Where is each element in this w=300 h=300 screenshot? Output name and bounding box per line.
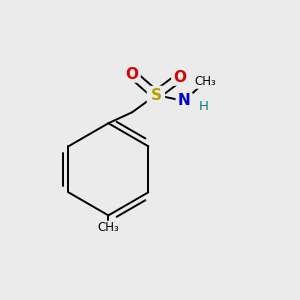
- Text: O: O: [173, 70, 186, 85]
- FancyBboxPatch shape: [171, 69, 188, 86]
- FancyBboxPatch shape: [176, 92, 193, 110]
- FancyBboxPatch shape: [147, 86, 165, 104]
- Text: O: O: [126, 67, 139, 82]
- FancyBboxPatch shape: [96, 221, 121, 235]
- Text: S: S: [150, 88, 161, 103]
- FancyBboxPatch shape: [196, 99, 211, 113]
- FancyBboxPatch shape: [124, 66, 141, 83]
- Text: CH₃: CH₃: [194, 75, 216, 88]
- FancyBboxPatch shape: [192, 74, 218, 89]
- Text: N: N: [178, 94, 190, 109]
- Text: H: H: [199, 100, 208, 112]
- Text: CH₃: CH₃: [98, 221, 119, 234]
